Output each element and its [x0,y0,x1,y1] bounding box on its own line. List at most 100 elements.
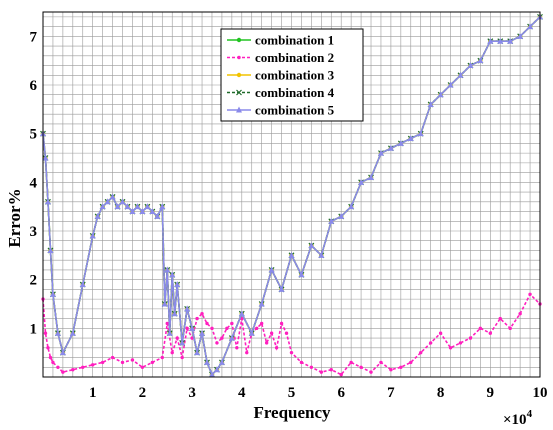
series-2-point [458,341,463,345]
series-5-point [397,139,404,146]
series-5-point [154,212,161,219]
series-5-point [179,339,186,346]
series-5-point [467,62,474,69]
series-5-point [213,366,220,373]
series-2-point [309,365,314,369]
series-2-point [100,360,105,365]
series-5-point [497,37,504,44]
series-5-point [109,193,116,200]
x-tick-label: 4 [238,385,246,401]
series-5-point [94,212,101,219]
series-5-point [159,203,166,210]
series-5-point [457,71,464,78]
series-2-point [359,365,363,369]
x-axis-multiplier-base: ×10 [503,412,527,428]
y-axis-label: Error% [5,188,24,247]
series-5-point [47,246,54,253]
series-2-point [160,355,164,360]
legend-entry-4: combination 4 [227,85,335,100]
series-5-point [144,203,151,210]
series-5-point [99,203,106,210]
plot-frame [42,11,541,378]
series-5-point [169,271,176,278]
series-2-point [379,360,383,365]
legend-label: combination 5 [255,103,335,118]
series-5-point [208,371,215,378]
series-2-point [389,368,393,372]
series-5-point [407,135,414,142]
y-tick-label: 2 [30,273,38,289]
series-2-point [46,346,50,350]
legend-entry-1: combination 1 [227,33,334,48]
y-tick-label: 7 [30,29,38,45]
series-2-point [230,321,234,326]
series-5-point [308,242,315,249]
series-5-point [358,178,365,185]
x-tick-label: 6 [337,385,345,401]
x-tick-label: 9 [487,385,495,401]
series-2-point [140,365,145,369]
series-5 [40,13,543,378]
series-2-point [279,321,284,326]
x-tick-label: 1 [89,385,97,401]
series-2-point [56,365,60,369]
series-2-point [81,365,85,369]
series-5-point [298,271,305,278]
series-2-point [369,370,373,374]
series-2-point [210,326,214,331]
series-2-point [518,312,522,316]
x-tick-label: 3 [188,385,196,401]
series-2-point [299,360,304,365]
series-2-point [200,312,204,316]
legend: combination 1 combination 2 combination 3 c… [220,28,364,122]
series-2-point [71,368,75,372]
x-tick-label: 10 [533,385,548,401]
series-2-point [329,368,333,372]
series-2 [41,292,542,377]
legend-marker [236,106,242,113]
series-5-point [139,208,146,215]
series-2-point [220,336,224,340]
series-2-point [170,350,174,355]
series-2-point [130,358,135,362]
series-5-point [184,305,191,312]
series-5-point [42,154,49,161]
series-2-point [180,355,184,360]
series-2-point [48,355,53,360]
series-5-point [427,100,434,107]
series-5-point [49,290,56,297]
series-5-point [161,300,168,307]
series-2-point [448,346,453,350]
series-layer [40,13,543,378]
series-2-point [205,321,209,326]
x-tick-label: 8 [437,385,445,401]
series-2-point [528,292,532,296]
series-2-point [215,341,219,345]
series-5-point [199,329,206,336]
x-axis-multiplier-exponent: 4 [527,408,533,420]
series-2-point [225,326,229,331]
series-5-point [114,203,121,210]
series-2-point [478,326,483,331]
series-5-point [44,198,51,205]
series-5-point [79,281,86,288]
legend-label: combination 3 [255,68,335,83]
series-2-point [468,336,473,340]
y-tick-label: 4 [30,175,38,191]
series-2-point [399,365,403,369]
series-2-point [120,360,125,365]
series-2-point [245,350,249,355]
legend-marker [236,89,242,96]
series-5-point [129,208,136,215]
y-tick-label: 3 [30,224,38,240]
x-tick-label: 5 [288,385,296,401]
series-2-point [150,360,155,365]
series-2-point [255,326,259,331]
series-2-point [508,326,512,331]
series-2-point [91,363,95,367]
series-5-point [417,130,424,137]
series-2-point [165,321,169,326]
series-2-point [264,341,269,345]
series-5-point [377,149,384,156]
series-2-point [269,331,274,335]
